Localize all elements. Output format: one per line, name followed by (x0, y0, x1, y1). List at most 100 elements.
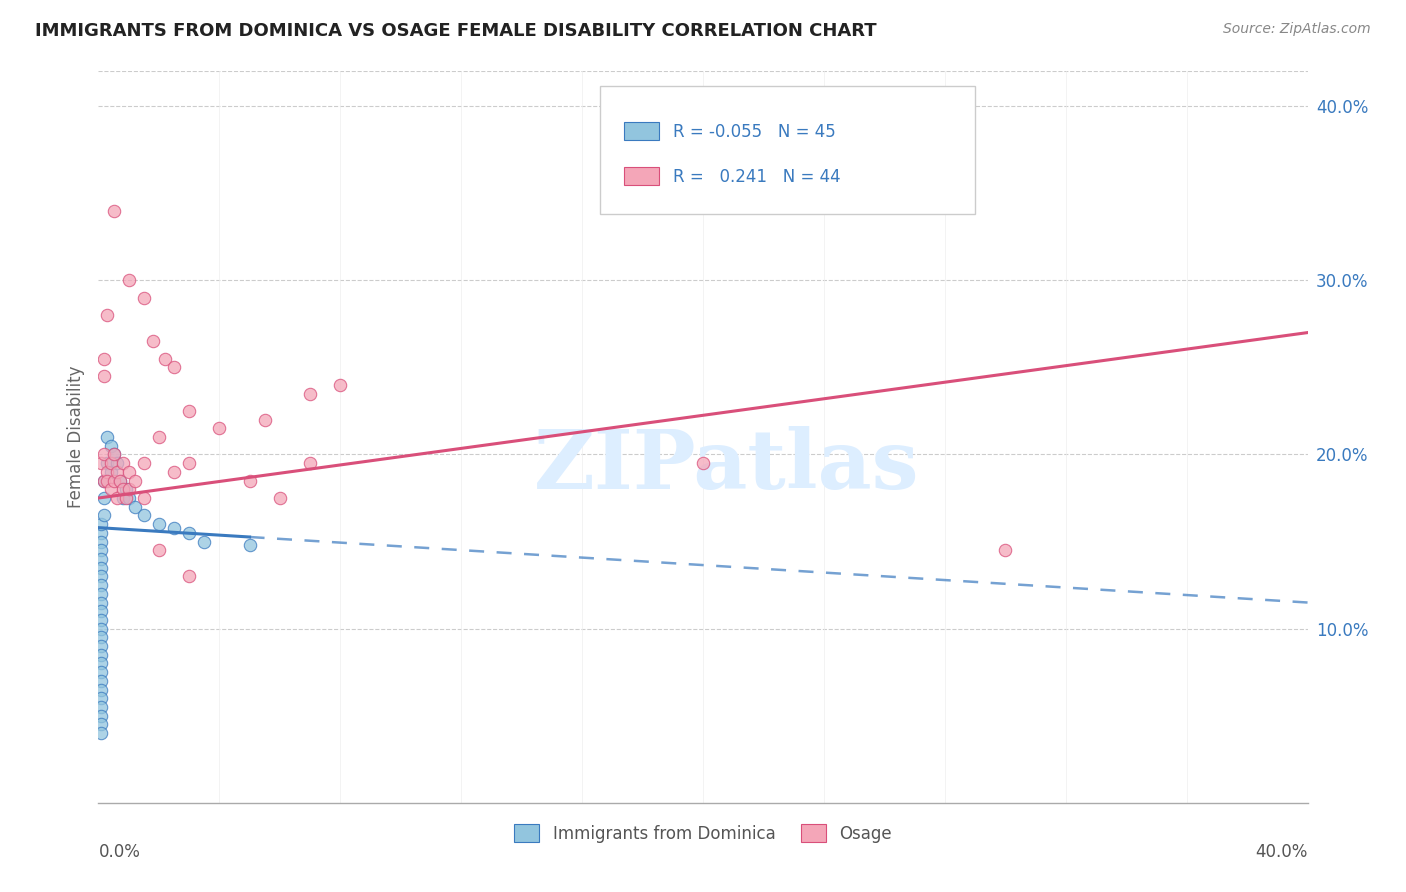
Point (299, 386, 322, 401)
Point (108, 474, 131, 488)
Point (153, 351, 176, 366)
Point (132, 456, 155, 470)
Point (90, 648, 112, 662)
Point (93, 474, 115, 488)
Point (90, 456, 112, 470)
Point (96, 465, 118, 479)
Point (114, 483, 136, 497)
Point (90, 691, 112, 706)
Point (90, 578, 112, 592)
Point (269, 491, 291, 505)
Point (193, 534, 215, 549)
Point (103, 203, 125, 218)
Legend: Immigrants from Dominica, Osage: Immigrants from Dominica, Osage (508, 818, 898, 849)
Point (124, 500, 146, 514)
Point (90, 595, 112, 609)
Point (90, 569, 112, 583)
FancyBboxPatch shape (600, 86, 976, 214)
Point (100, 483, 122, 497)
Text: ZIPatlas: ZIPatlas (534, 426, 920, 507)
Point (100, 439, 122, 453)
Point (90, 682, 112, 697)
Point (96, 456, 118, 470)
Point (118, 273, 141, 287)
FancyBboxPatch shape (624, 167, 659, 185)
Point (96, 308, 118, 322)
FancyBboxPatch shape (624, 122, 659, 140)
Point (103, 448, 125, 462)
Point (103, 474, 125, 488)
Point (90, 700, 112, 714)
Text: 40.0%: 40.0% (1256, 843, 1308, 861)
Text: R = -0.055   N = 45: R = -0.055 N = 45 (673, 123, 837, 141)
Point (93, 369, 115, 384)
Point (90, 673, 112, 688)
Point (132, 508, 155, 523)
Point (111, 491, 134, 505)
Point (93, 474, 115, 488)
Point (163, 360, 186, 375)
Point (90, 543, 112, 558)
Point (90, 604, 112, 618)
Point (111, 456, 134, 470)
Point (239, 538, 262, 552)
Point (994, 543, 1017, 558)
Point (90, 717, 112, 731)
Point (90, 726, 112, 740)
Point (105, 465, 128, 479)
Point (114, 491, 136, 505)
Point (90, 657, 112, 671)
Point (90, 622, 112, 636)
Point (179, 525, 201, 540)
Point (148, 543, 170, 558)
Point (90, 639, 112, 653)
Point (118, 465, 141, 479)
Point (103, 448, 125, 462)
Point (90, 708, 112, 723)
Point (108, 474, 131, 488)
Point (100, 465, 122, 479)
Point (96, 430, 118, 444)
Point (118, 491, 141, 505)
Point (148, 430, 170, 444)
Point (253, 412, 276, 426)
Point (142, 334, 165, 349)
Point (105, 456, 128, 470)
Point (96, 474, 118, 488)
Point (118, 483, 141, 497)
Point (90, 587, 112, 601)
Point (179, 404, 201, 418)
Point (208, 421, 231, 435)
Point (105, 491, 128, 505)
Point (132, 491, 155, 505)
Y-axis label: Female Disability: Female Disability (66, 366, 84, 508)
Point (90, 665, 112, 680)
Point (692, 456, 714, 470)
Point (90, 560, 112, 574)
Point (93, 508, 115, 523)
Point (239, 474, 262, 488)
Text: R =   0.241   N = 44: R = 0.241 N = 44 (673, 168, 841, 186)
Point (299, 456, 322, 470)
Point (329, 377, 352, 392)
Point (132, 291, 155, 305)
Point (179, 456, 201, 470)
Point (90, 525, 112, 540)
Text: IMMIGRANTS FROM DOMINICA VS OSAGE FEMALE DISABILITY CORRELATION CHART: IMMIGRANTS FROM DOMINICA VS OSAGE FEMALE… (35, 22, 877, 40)
Point (148, 517, 170, 532)
Point (179, 569, 201, 583)
Text: Source: ZipAtlas.com: Source: ZipAtlas.com (1223, 22, 1371, 37)
Text: 0.0%: 0.0% (98, 843, 141, 861)
Point (93, 448, 115, 462)
Point (163, 521, 186, 535)
Point (90, 613, 112, 627)
Point (90, 552, 112, 566)
Point (90, 631, 112, 645)
Point (90, 517, 112, 532)
Point (100, 456, 122, 470)
Point (93, 351, 115, 366)
Point (111, 483, 134, 497)
Point (93, 491, 115, 505)
Point (124, 474, 146, 488)
Point (90, 534, 112, 549)
